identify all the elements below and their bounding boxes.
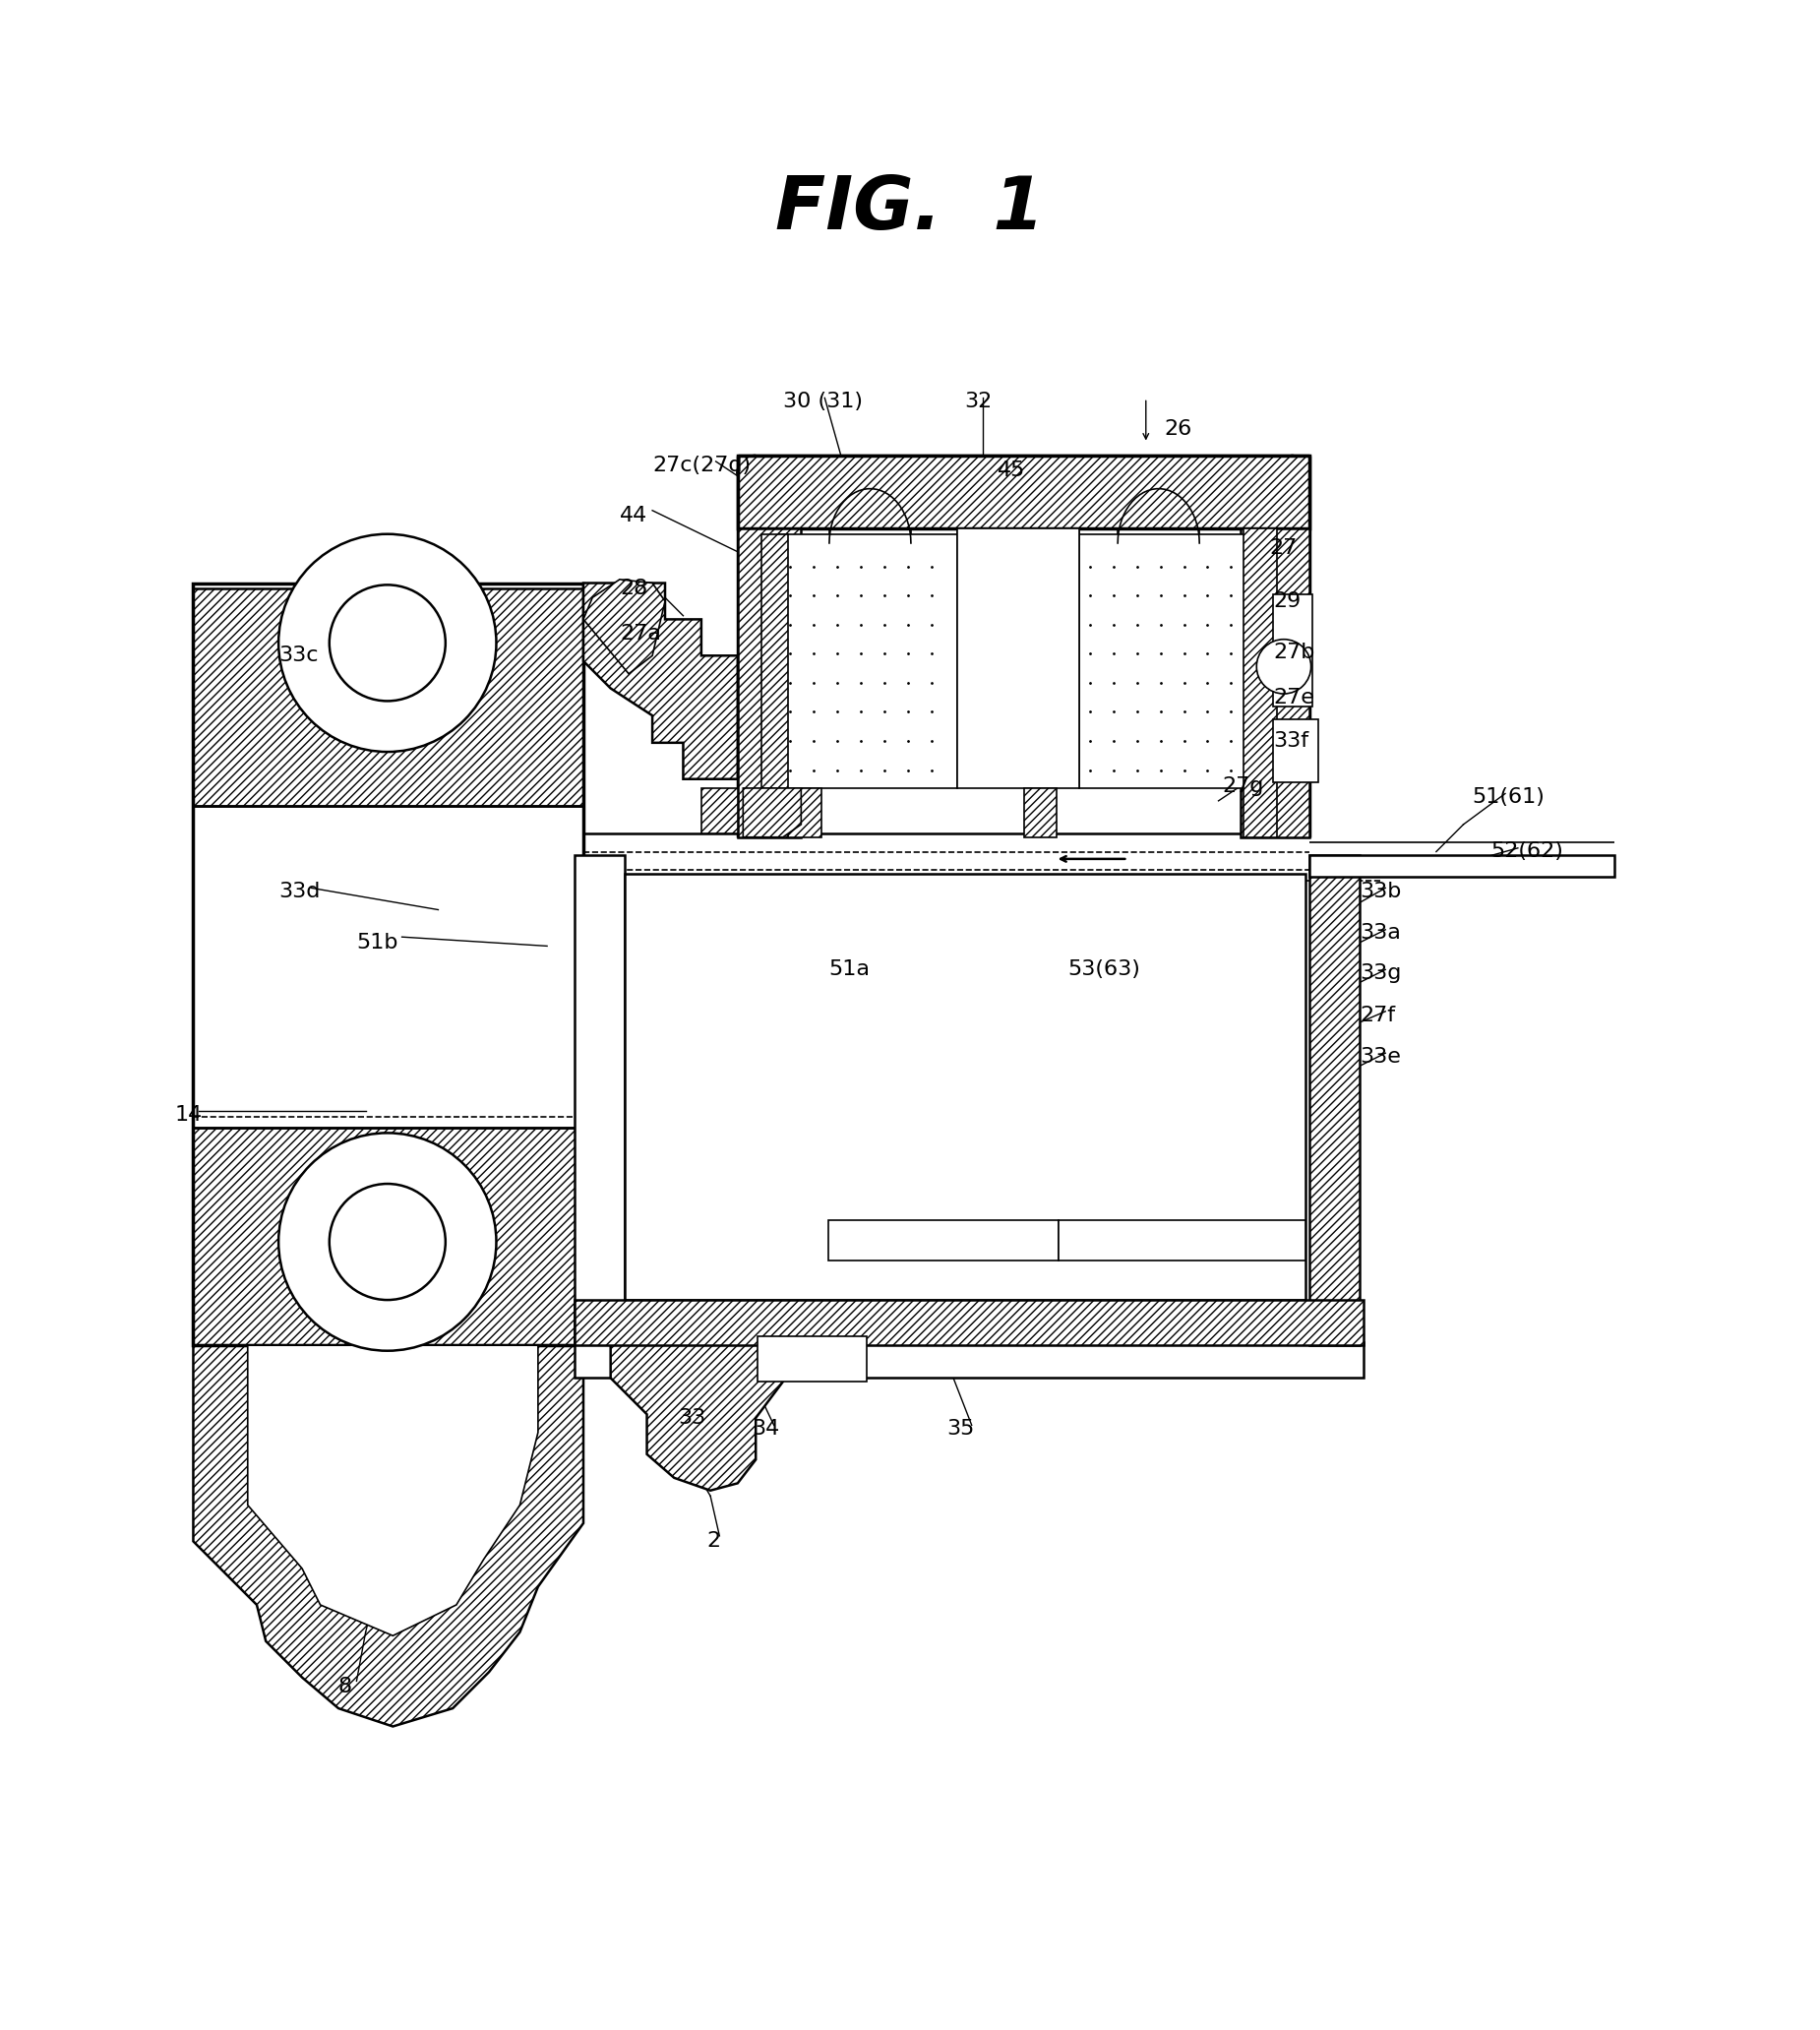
- Bar: [624, 873, 1305, 1299]
- Bar: [757, 1336, 866, 1382]
- Bar: [193, 589, 584, 806]
- Bar: [575, 855, 624, 1346]
- Text: 44: 44: [619, 505, 648, 526]
- Bar: [957, 528, 1079, 788]
- Bar: [193, 1127, 584, 1346]
- Text: 33e: 33e: [1360, 1047, 1401, 1066]
- Text: 27a: 27a: [619, 623, 661, 644]
- Polygon shape: [701, 788, 737, 834]
- Text: 8: 8: [339, 1677, 353, 1697]
- Text: 34: 34: [752, 1419, 781, 1439]
- Bar: [828, 1220, 1059, 1261]
- Text: 2: 2: [706, 1531, 721, 1551]
- Bar: [193, 583, 584, 1346]
- Text: FIG.  1: FIG. 1: [775, 173, 1045, 246]
- Text: 27g: 27g: [1221, 777, 1263, 796]
- Text: 33b: 33b: [1360, 881, 1401, 901]
- Text: 27c(27d): 27c(27d): [652, 455, 752, 475]
- Text: 29: 29: [1272, 591, 1301, 611]
- Polygon shape: [584, 579, 664, 674]
- Text: 30 (31): 30 (31): [783, 392, 863, 412]
- Text: 35: 35: [946, 1419, 974, 1439]
- Text: 33f: 33f: [1272, 731, 1309, 751]
- Polygon shape: [193, 1346, 584, 1726]
- Text: 51a: 51a: [828, 960, 870, 978]
- Text: 33: 33: [677, 1409, 706, 1427]
- Bar: [761, 534, 788, 788]
- Bar: [737, 528, 801, 836]
- Bar: [1243, 528, 1276, 836]
- Circle shape: [329, 1183, 446, 1299]
- Polygon shape: [584, 583, 737, 780]
- Bar: [1059, 1220, 1305, 1261]
- Polygon shape: [610, 1342, 783, 1490]
- Bar: [1079, 534, 1250, 788]
- Bar: [1309, 855, 1614, 877]
- Text: 26: 26: [1165, 418, 1192, 438]
- Text: 27b: 27b: [1272, 641, 1314, 662]
- Text: 51b: 51b: [357, 932, 399, 952]
- Circle shape: [278, 534, 497, 751]
- Bar: [1309, 855, 1360, 1346]
- Text: 32: 32: [965, 392, 992, 412]
- Bar: [779, 534, 957, 788]
- Text: 14: 14: [175, 1104, 202, 1125]
- Polygon shape: [743, 788, 801, 836]
- Text: 33d: 33d: [278, 881, 320, 901]
- Polygon shape: [248, 1346, 539, 1636]
- Circle shape: [278, 1133, 497, 1350]
- Text: 51(61): 51(61): [1472, 788, 1545, 808]
- Bar: [575, 1342, 1363, 1378]
- Text: 27e: 27e: [1272, 688, 1314, 706]
- Text: 28: 28: [619, 579, 648, 599]
- Text: 33a: 33a: [1360, 924, 1401, 944]
- Bar: [737, 457, 1309, 528]
- Bar: [1272, 719, 1318, 784]
- Text: 52(62): 52(62): [1491, 842, 1563, 861]
- Text: 27f: 27f: [1360, 1005, 1396, 1025]
- Circle shape: [329, 585, 446, 700]
- Text: 27: 27: [1269, 538, 1298, 558]
- Circle shape: [1256, 639, 1310, 694]
- Bar: [1272, 595, 1312, 706]
- Text: 33g: 33g: [1360, 964, 1401, 983]
- Bar: [1239, 528, 1309, 836]
- Bar: [1025, 788, 1057, 836]
- Bar: [788, 788, 821, 836]
- Text: 33c: 33c: [278, 646, 318, 666]
- Bar: [575, 1299, 1363, 1346]
- Text: 45: 45: [997, 461, 1025, 481]
- Text: 53(63): 53(63): [1068, 960, 1141, 978]
